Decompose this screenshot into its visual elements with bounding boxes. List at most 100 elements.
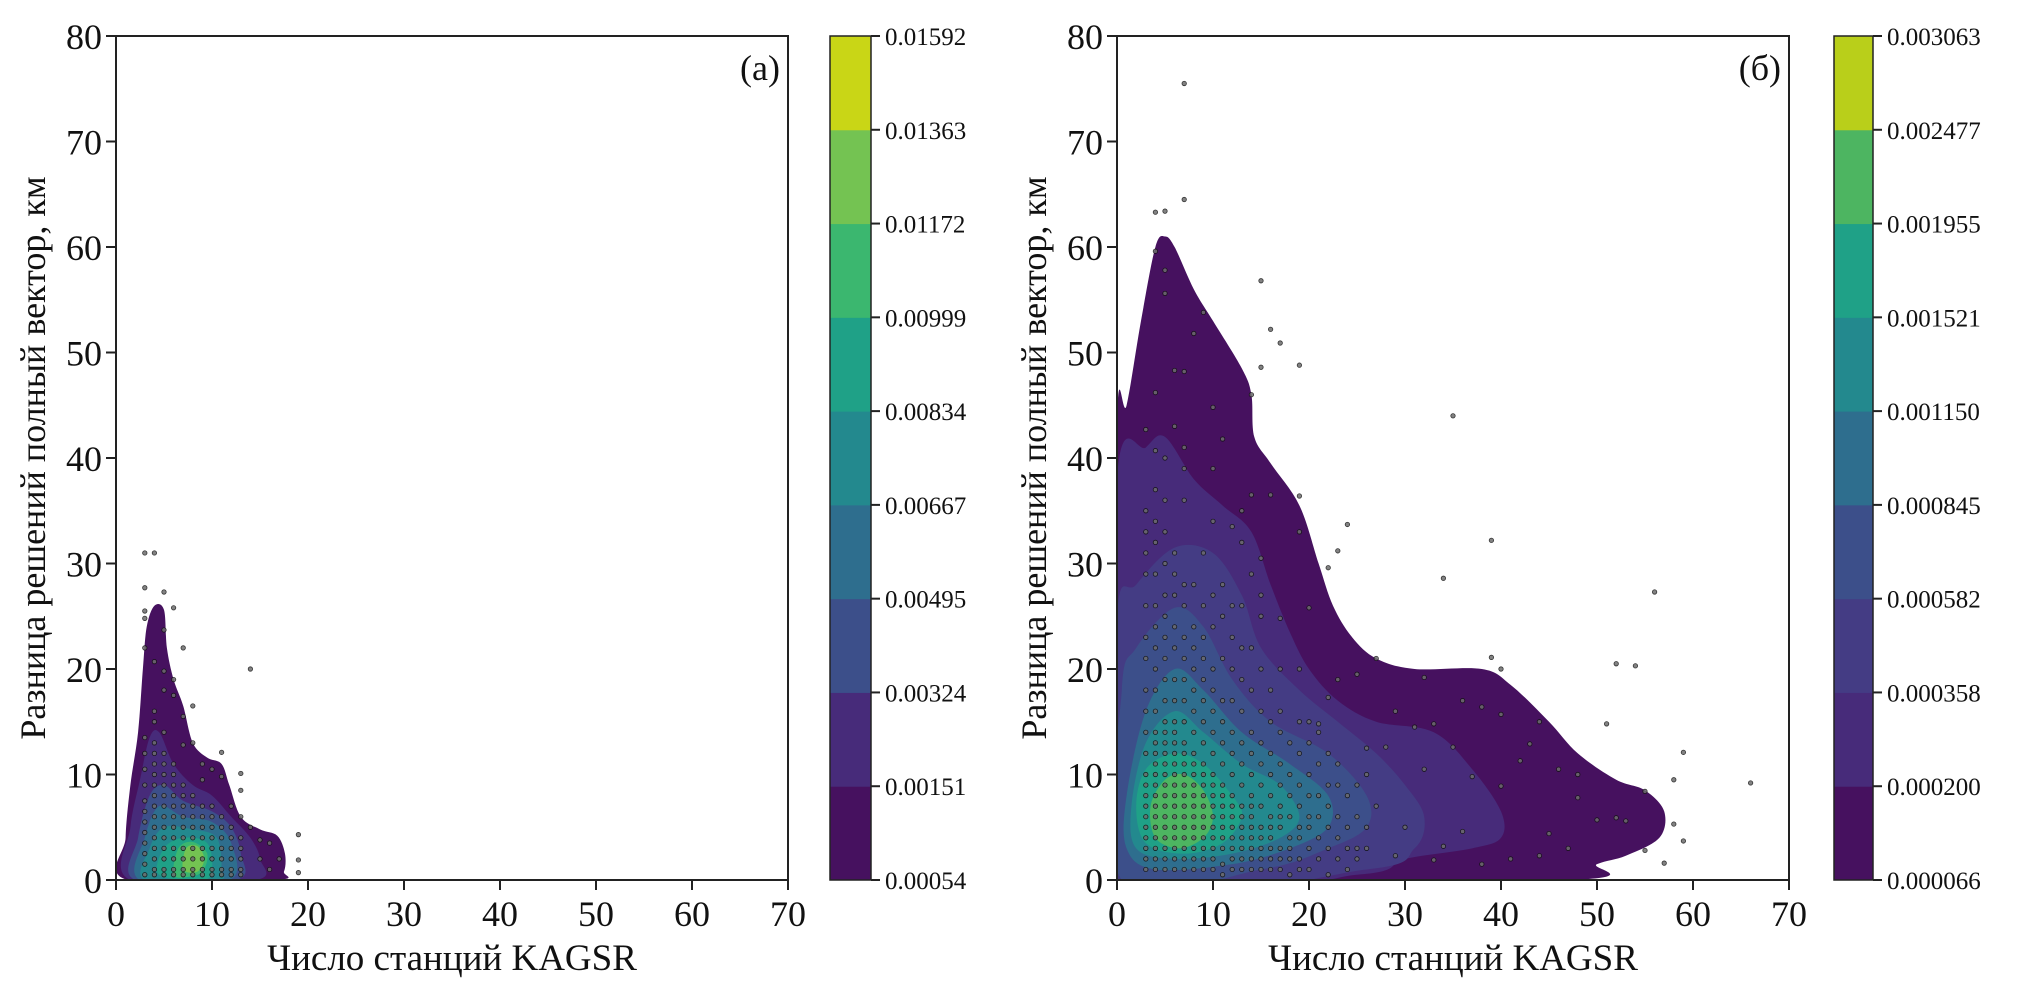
data-point bbox=[161, 687, 167, 693]
data-point bbox=[1440, 843, 1447, 849]
y-axis-label: Разница решений полный вектор, км bbox=[13, 176, 53, 739]
data-point bbox=[1172, 771, 1178, 778]
y-tick-label: 10 bbox=[1067, 756, 1103, 796]
data-point bbox=[199, 856, 205, 862]
data-point bbox=[1565, 845, 1571, 851]
data-point bbox=[1210, 624, 1216, 630]
data-point bbox=[1277, 708, 1283, 714]
data-point bbox=[1642, 788, 1648, 794]
colorbar-band bbox=[1834, 504, 1873, 600]
data-point bbox=[1239, 676, 1245, 683]
data-point bbox=[1181, 676, 1187, 683]
data-point bbox=[1296, 362, 1303, 368]
panel-label: (б) bbox=[1739, 48, 1781, 88]
data-point bbox=[1392, 853, 1399, 859]
data-point bbox=[1258, 803, 1264, 809]
data-point bbox=[1296, 750, 1303, 757]
data-point bbox=[1181, 856, 1187, 862]
data-point bbox=[1152, 624, 1159, 630]
data-point bbox=[1364, 845, 1370, 851]
data-point bbox=[1181, 719, 1187, 725]
data-point bbox=[1143, 750, 1149, 757]
data-point bbox=[1152, 389, 1159, 396]
data-point bbox=[1172, 835, 1178, 841]
plot-area bbox=[1117, 80, 1754, 880]
data-point bbox=[151, 550, 157, 556]
data-point bbox=[1239, 508, 1245, 514]
data-point bbox=[1191, 782, 1197, 788]
data-point bbox=[1248, 792, 1255, 799]
data-point bbox=[295, 832, 301, 838]
data-point bbox=[161, 814, 167, 820]
data-point bbox=[1172, 676, 1178, 683]
data-point bbox=[142, 782, 148, 788]
data-point bbox=[219, 814, 225, 820]
data-point bbox=[1162, 824, 1168, 830]
data-point bbox=[209, 766, 215, 772]
data-point bbox=[142, 550, 148, 556]
data-point bbox=[1162, 455, 1168, 461]
data-point bbox=[1162, 771, 1168, 778]
x-tick-label: 60 bbox=[1675, 894, 1711, 934]
data-point bbox=[1325, 845, 1331, 851]
data-point bbox=[161, 761, 167, 767]
data-point bbox=[1181, 803, 1187, 809]
data-point bbox=[1152, 856, 1159, 862]
data-point bbox=[1143, 729, 1149, 735]
data-point bbox=[190, 703, 196, 709]
data-point bbox=[1248, 845, 1255, 851]
data-point bbox=[1162, 750, 1168, 757]
data-point bbox=[1200, 740, 1207, 746]
data-point bbox=[1200, 603, 1207, 609]
data-point bbox=[1268, 326, 1274, 332]
data-point bbox=[180, 845, 186, 851]
data-point bbox=[142, 615, 148, 621]
data-point bbox=[1268, 750, 1274, 757]
data-point bbox=[1748, 780, 1754, 786]
data-point bbox=[1258, 364, 1264, 370]
data-point bbox=[1652, 589, 1658, 595]
data-point bbox=[161, 845, 167, 851]
data-point bbox=[180, 792, 186, 799]
data-point bbox=[1229, 845, 1235, 851]
data-point bbox=[219, 872, 225, 878]
x-axis-label: Число станций KAGSR bbox=[267, 938, 637, 979]
data-point bbox=[1248, 645, 1255, 651]
data-point bbox=[1296, 824, 1303, 830]
data-point bbox=[151, 866, 157, 873]
data-point bbox=[142, 798, 148, 804]
data-point bbox=[1335, 856, 1341, 862]
data-point bbox=[190, 872, 196, 878]
data-point bbox=[142, 645, 148, 651]
data-point bbox=[1296, 803, 1303, 809]
data-point bbox=[1162, 845, 1168, 851]
data-point bbox=[142, 585, 148, 591]
data-point bbox=[209, 872, 215, 878]
data-point bbox=[1181, 368, 1187, 375]
data-point bbox=[1258, 666, 1264, 672]
data-point bbox=[1248, 824, 1255, 830]
data-point bbox=[142, 851, 148, 857]
x-tick-label: 0 bbox=[107, 894, 125, 934]
data-point bbox=[1325, 694, 1331, 701]
x-tick-label: 50 bbox=[578, 894, 614, 934]
data-point bbox=[1172, 866, 1178, 873]
data-point bbox=[142, 808, 148, 815]
data-point bbox=[228, 856, 234, 862]
x-tick-label: 50 bbox=[1579, 894, 1615, 934]
data-point bbox=[1200, 771, 1207, 778]
data-point bbox=[1229, 803, 1235, 809]
colorbar-frame bbox=[1833, 35, 1874, 881]
data-point bbox=[1210, 771, 1216, 778]
data-point bbox=[1229, 729, 1235, 735]
data-point bbox=[1143, 845, 1149, 851]
data-point bbox=[1287, 792, 1293, 799]
data-point bbox=[1162, 267, 1168, 273]
data-point bbox=[1632, 663, 1639, 669]
colorbar-band bbox=[1834, 598, 1873, 693]
data-point bbox=[1229, 523, 1235, 530]
data-point bbox=[1239, 856, 1245, 862]
data-point bbox=[266, 840, 273, 846]
data-point bbox=[1488, 654, 1495, 660]
data-point bbox=[1220, 655, 1226, 662]
